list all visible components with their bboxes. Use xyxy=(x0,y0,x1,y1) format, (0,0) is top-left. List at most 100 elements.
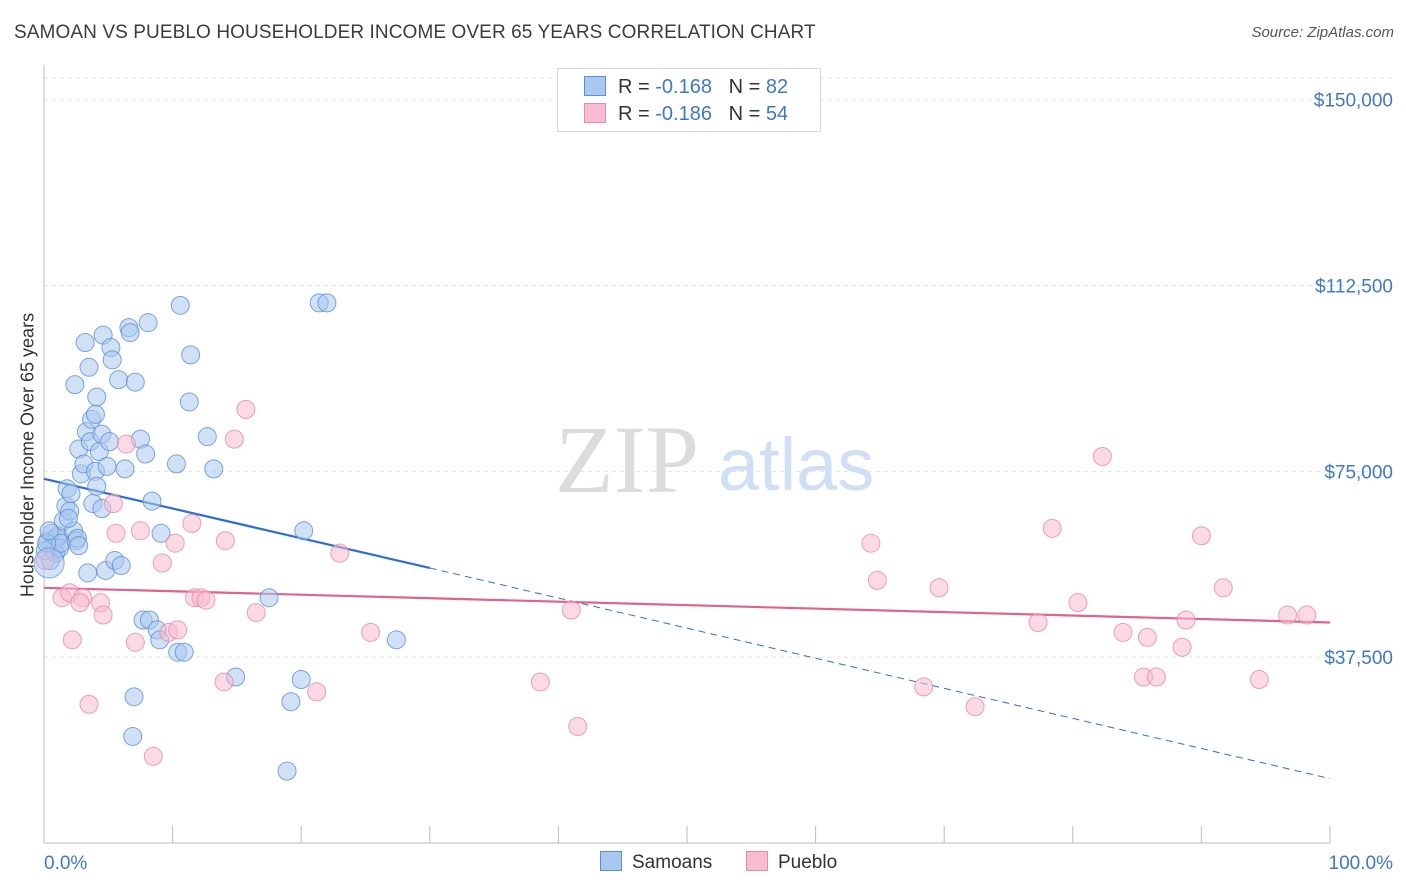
samoans-point-73 xyxy=(294,521,314,541)
pueblo-point-24 xyxy=(246,603,266,623)
samoans-trend-extension xyxy=(429,567,1331,780)
samoans-point-63 xyxy=(174,642,194,662)
samoans-point-70 xyxy=(277,761,297,781)
pueblo-point-41 xyxy=(1137,627,1157,647)
samoans-point-59 xyxy=(151,523,171,543)
grid-lines xyxy=(44,77,1395,658)
chart-source: Source: ZipAtlas.com xyxy=(1251,24,1394,41)
samoans-point-69 xyxy=(259,588,279,608)
samoans-point-18 xyxy=(65,375,85,395)
pueblo-point-22 xyxy=(224,429,244,449)
legend-r-label: R = xyxy=(618,76,650,98)
samoans-point-39 xyxy=(97,456,117,476)
samoans-point-65 xyxy=(181,345,201,365)
pueblo-point-39 xyxy=(1092,446,1112,466)
samoans-point-71 xyxy=(281,692,301,712)
legend-swatch-pueblo xyxy=(746,851,768,871)
pueblo-point-26 xyxy=(330,543,350,563)
samoans-point-50 xyxy=(125,372,145,392)
pueblo-point-37 xyxy=(1042,518,1062,538)
pueblo-point-21 xyxy=(215,531,235,551)
samoans-point-27 xyxy=(79,357,99,377)
legend-row-samoans: R = -0.168 N = 82 xyxy=(584,76,788,100)
legend-swatch-samoans xyxy=(600,851,622,871)
samoans-trend-line xyxy=(43,477,431,570)
pueblo-point-52 xyxy=(130,521,150,541)
legend-label-samoans: Samoans xyxy=(632,852,713,873)
chart-title: SAMOAN VS PUEBLO HOUSEHOLDER INCOME OVER… xyxy=(14,22,816,43)
pueblo-point-38 xyxy=(1068,593,1088,613)
pueblo-point-46 xyxy=(1191,526,1211,546)
y-tick-label-1: $75,000 xyxy=(1324,462,1393,483)
pueblo-point-31 xyxy=(861,533,881,553)
watermark-zip: ZIP xyxy=(555,406,699,513)
samoans-point-24 xyxy=(75,333,95,353)
correlation-legend: R = -0.168 N = 82 R = -0.186 N = 54 xyxy=(557,68,821,132)
legend-swatch-samoans xyxy=(584,76,606,96)
series-legend-pueblo[interactable]: Pueblo xyxy=(746,851,837,874)
samoans-point-60 xyxy=(166,454,186,474)
legend-n-value: 82 xyxy=(765,76,789,98)
tick-labels: $37,500 $75,000 $112,500 $150,000 0.0% 100.0% xyxy=(44,91,1393,874)
pueblo-point-48 xyxy=(1249,669,1269,689)
samoans-point-48 xyxy=(124,687,144,707)
pueblo-point-20 xyxy=(214,672,234,692)
samoans-point-66 xyxy=(197,427,217,447)
pueblo-point-45 xyxy=(1176,610,1196,630)
watermark: ZIP atlas xyxy=(555,406,874,513)
samoans-point-67 xyxy=(204,459,224,479)
samoans-point-32 xyxy=(87,387,107,407)
pueblo-point-10 xyxy=(116,434,136,454)
pueblo-point-16 xyxy=(165,533,185,553)
samoans-point-40 xyxy=(100,432,120,452)
axes xyxy=(43,65,1331,844)
x-tick-label-1: 100.0% xyxy=(1329,853,1394,874)
pueblo-point-40 xyxy=(1113,622,1133,642)
pueblo-point-35 xyxy=(965,697,985,717)
watermark-atlas: atlas xyxy=(718,423,874,506)
x-tick-label-0: 0.0% xyxy=(44,853,87,874)
pueblo-point-17 xyxy=(182,513,202,533)
pueblo-point-53 xyxy=(196,590,216,610)
pueblo-point-13 xyxy=(152,553,172,573)
y-tick-label-3: $150,000 xyxy=(1314,91,1393,112)
pueblo-point-11 xyxy=(125,632,145,652)
pueblo-point-27 xyxy=(361,622,381,642)
data-points xyxy=(33,293,1317,781)
pueblo-point-5 xyxy=(79,694,99,714)
samoans-point-44 xyxy=(109,370,129,390)
series-legend-samoans[interactable]: Samoans xyxy=(600,851,712,874)
pueblo-point-7 xyxy=(93,605,113,625)
samoans-point-31 xyxy=(87,476,107,496)
pueblo-trend-line xyxy=(43,586,1331,624)
pueblo-point-30 xyxy=(568,717,588,737)
samoans-point-25 xyxy=(78,563,98,583)
legend-r-value: -0.186 xyxy=(655,103,712,125)
pueblo-point-25 xyxy=(307,682,327,702)
samoans-point-53 xyxy=(136,444,156,464)
samoans-point-64 xyxy=(179,392,199,412)
legend-r-value: -0.168 xyxy=(655,76,712,98)
pueblo-point-23 xyxy=(236,399,256,419)
legend-label-pueblo: Pueblo xyxy=(778,852,838,873)
samoans-point-81 xyxy=(111,555,131,575)
legend-n-label: N = xyxy=(728,103,761,125)
samoans-point-33 xyxy=(85,404,105,424)
legend-n-value: 54 xyxy=(765,103,789,125)
pueblo-point-44 xyxy=(1172,637,1192,657)
legend-row-pueblo: R = -0.186 N = 54 xyxy=(584,103,788,127)
samoans-point-79 xyxy=(39,521,59,541)
pueblo-point-28 xyxy=(530,672,550,692)
samoans-point-75 xyxy=(317,293,337,313)
y-axis-label: Householder Income Over 65 years xyxy=(17,312,38,598)
samoans-point-45 xyxy=(115,459,135,479)
pueblo-point-47 xyxy=(1213,578,1233,598)
samoans-point-large xyxy=(33,547,65,579)
y-tick-label-0: $37,500 xyxy=(1324,648,1393,669)
pueblo-point-29 xyxy=(561,600,581,620)
pueblo-point-51 xyxy=(70,593,90,613)
samoans-point-80 xyxy=(58,508,78,528)
pueblo-point-49 xyxy=(1278,605,1298,625)
legend-r-label: R = xyxy=(618,103,650,125)
